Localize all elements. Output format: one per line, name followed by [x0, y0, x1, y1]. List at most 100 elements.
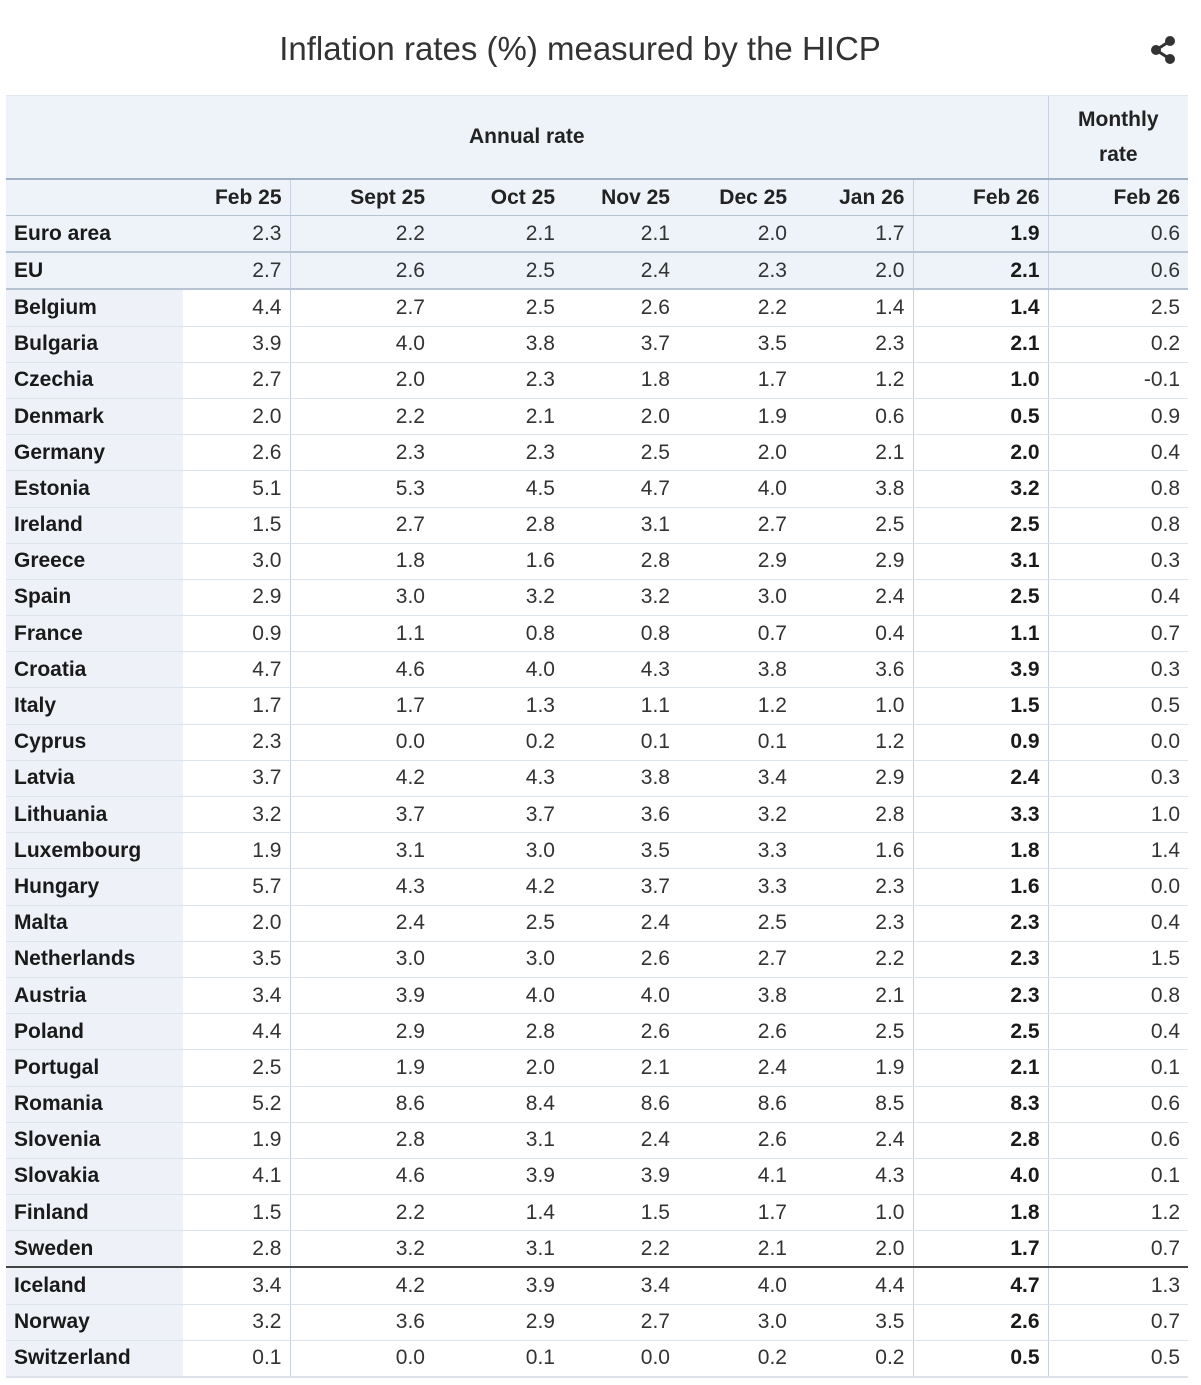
- annual-rate-cell: 0.2: [678, 1340, 795, 1378]
- annual-rate-cell: 2.8: [183, 1230, 291, 1268]
- table-row: Euro area 2.3 2.2 2.1 2.1 2.0 1.7 1.9 0.6: [6, 215, 1189, 254]
- annual-rate-cell: 0.0: [563, 1340, 678, 1378]
- column-header: Dec 25: [678, 178, 795, 216]
- column-header: Nov 25: [563, 178, 678, 216]
- table-row: France 0.9 1.1 0.8 0.8 0.7 0.4 1.1 0.7: [6, 615, 1189, 653]
- country-name: Lithuania: [6, 796, 183, 834]
- annual-rate-cell: 1.9: [795, 1049, 914, 1087]
- annual-rate-cell: 1.1: [290, 615, 433, 653]
- annual-rate-cell: 0.9: [183, 615, 291, 653]
- annual-rate-cell: 3.1: [433, 1122, 563, 1159]
- annual-rate-cell: 5.7: [183, 868, 291, 906]
- annual-rate-cell: 2.1: [433, 398, 563, 436]
- annual-rate-cell: 3.9: [290, 977, 433, 1015]
- annual-rate-cell: 3.5: [678, 326, 795, 363]
- annual-rate-cell: 2.3: [795, 905, 914, 942]
- annual-rate-cell: 2.3: [678, 252, 795, 291]
- annual-rate-cell: 0.5: [913, 1340, 1049, 1378]
- annual-rate-cell: 8.3: [913, 1086, 1049, 1123]
- annual-rate-cell: 2.1: [913, 326, 1049, 363]
- inflation-table: Annual rate Monthly rate Feb 25 Sept 25 Oc…: [6, 95, 1189, 1378]
- annual-rate-cell: 2.1: [795, 434, 914, 472]
- annual-rate-cell: 5.3: [290, 470, 433, 508]
- annual-rate-cell: 4.0: [563, 977, 678, 1015]
- annual-rate-cell: 2.5: [795, 507, 914, 544]
- annual-rate-cell: 2.1: [913, 252, 1049, 291]
- monthly-rate-cell: 0.6: [1048, 252, 1189, 291]
- country-name: Sweden: [6, 1230, 183, 1268]
- annual-rate-cell: 1.6: [433, 543, 563, 580]
- annual-rate-cell: 2.2: [290, 398, 433, 436]
- annual-rate-cell: 8.6: [290, 1086, 433, 1123]
- annual-rate-cell: 2.4: [290, 905, 433, 942]
- annual-rate-cell: 1.8: [290, 543, 433, 580]
- annual-rate-cell: 2.3: [433, 362, 563, 399]
- annual-rate-cell: 1.9: [913, 215, 1049, 254]
- annual-rate-cell: 0.0: [290, 1340, 433, 1378]
- annual-rate-cell: 4.2: [290, 760, 433, 798]
- monthly-rate-cell: 1.0: [1048, 796, 1189, 834]
- annual-rate-cell: 1.2: [795, 724, 914, 761]
- table-row: Slovenia 1.9 2.8 3.1 2.4 2.6 2.4 2.8 0.6: [6, 1122, 1189, 1159]
- annual-rate-cell: 2.2: [563, 1230, 678, 1268]
- annual-rate-cell: 2.8: [433, 507, 563, 544]
- annual-rate-cell: 2.6: [563, 289, 678, 327]
- annual-rate-cell: 2.0: [183, 905, 291, 942]
- table-row: Hungary 5.7 4.3 4.2 3.7 3.3 2.3 1.6 0.0: [6, 868, 1189, 906]
- annual-rate-cell: 8.5: [795, 1086, 914, 1123]
- annual-rate-cell: 0.1: [433, 1340, 563, 1378]
- annual-rate-cell: 3.7: [433, 796, 563, 834]
- annual-rate-cell: 2.3: [913, 905, 1049, 942]
- annual-rate-cell: 0.2: [433, 724, 563, 761]
- annual-rate-cell: 3.4: [563, 1266, 678, 1305]
- country-name: Romania: [6, 1086, 183, 1123]
- country-name: Belgium: [6, 289, 183, 327]
- annual-rate-cell: 1.9: [678, 398, 795, 436]
- monthly-rate-cell: 0.6: [1048, 1086, 1189, 1123]
- annual-rate-cell: 2.6: [563, 1013, 678, 1051]
- annual-rate-cell: 3.7: [563, 326, 678, 363]
- country-name: Italy: [6, 687, 183, 725]
- country-name: Luxembourg: [6, 832, 183, 870]
- annual-rate-cell: 1.9: [290, 1049, 433, 1087]
- annual-rate-cell: 1.7: [678, 1194, 795, 1232]
- annual-rate-cell: 3.2: [183, 1304, 291, 1341]
- annual-rate-cell: 2.0: [913, 434, 1049, 472]
- annual-rate-cell: 2.1: [795, 977, 914, 1015]
- annual-rate-cell: 0.7: [678, 615, 795, 653]
- annual-rate-cell: 3.0: [433, 832, 563, 870]
- annual-rate-cell: 3.7: [563, 868, 678, 906]
- country-name: Cyprus: [6, 724, 183, 761]
- annual-rate-cell: 4.7: [183, 651, 291, 689]
- annual-rate-cell: 2.3: [290, 434, 433, 472]
- annual-rate-cell: 3.7: [183, 760, 291, 798]
- annual-rate-cell: 2.0: [795, 1230, 914, 1268]
- table-row: Lithuania 3.2 3.7 3.7 3.6 3.2 2.8 3.3 1.0: [6, 796, 1189, 834]
- share-icon[interactable]: [1146, 33, 1180, 67]
- annual-rate-cell: 3.1: [563, 507, 678, 544]
- annual-rate-cell: 1.6: [795, 832, 914, 870]
- table-row: Romania 5.2 8.6 8.4 8.6 8.6 8.5 8.3 0.6: [6, 1086, 1189, 1123]
- annual-rate-cell: 3.4: [678, 760, 795, 798]
- annual-rate-cell: 1.4: [913, 289, 1049, 327]
- annual-rate-cell: 3.8: [678, 977, 795, 1015]
- annual-rate-cell: 1.7: [795, 215, 914, 254]
- annual-rate-cell: 3.0: [433, 941, 563, 978]
- monthly-rate-cell: 1.2: [1048, 1194, 1189, 1232]
- annual-rate-cell: 2.9: [795, 543, 914, 580]
- annual-rate-cell: 2.2: [290, 215, 433, 254]
- annual-rate-cell: 2.6: [678, 1122, 795, 1159]
- annual-rate-cell: 3.6: [290, 1304, 433, 1341]
- annual-rate-cell: 1.9: [183, 832, 291, 870]
- country-name: Hungary: [6, 868, 183, 906]
- annual-rate-cell: 1.4: [795, 289, 914, 327]
- annual-rate-cell: 2.0: [678, 215, 795, 254]
- annual-rate-cell: 4.0: [290, 326, 433, 363]
- monthly-rate-cell: 0.0: [1048, 868, 1189, 906]
- annual-rate-cell: 2.3: [795, 868, 914, 906]
- table-row: Croatia 4.7 4.6 4.0 4.3 3.8 3.6 3.9 0.3: [6, 651, 1189, 689]
- annual-rate-cell: 2.8: [795, 796, 914, 834]
- annual-rate-cell: 8.6: [563, 1086, 678, 1123]
- country-name: Malta: [6, 905, 183, 942]
- table-row: Italy 1.7 1.7 1.3 1.1 1.2 1.0 1.5 0.5: [6, 687, 1189, 725]
